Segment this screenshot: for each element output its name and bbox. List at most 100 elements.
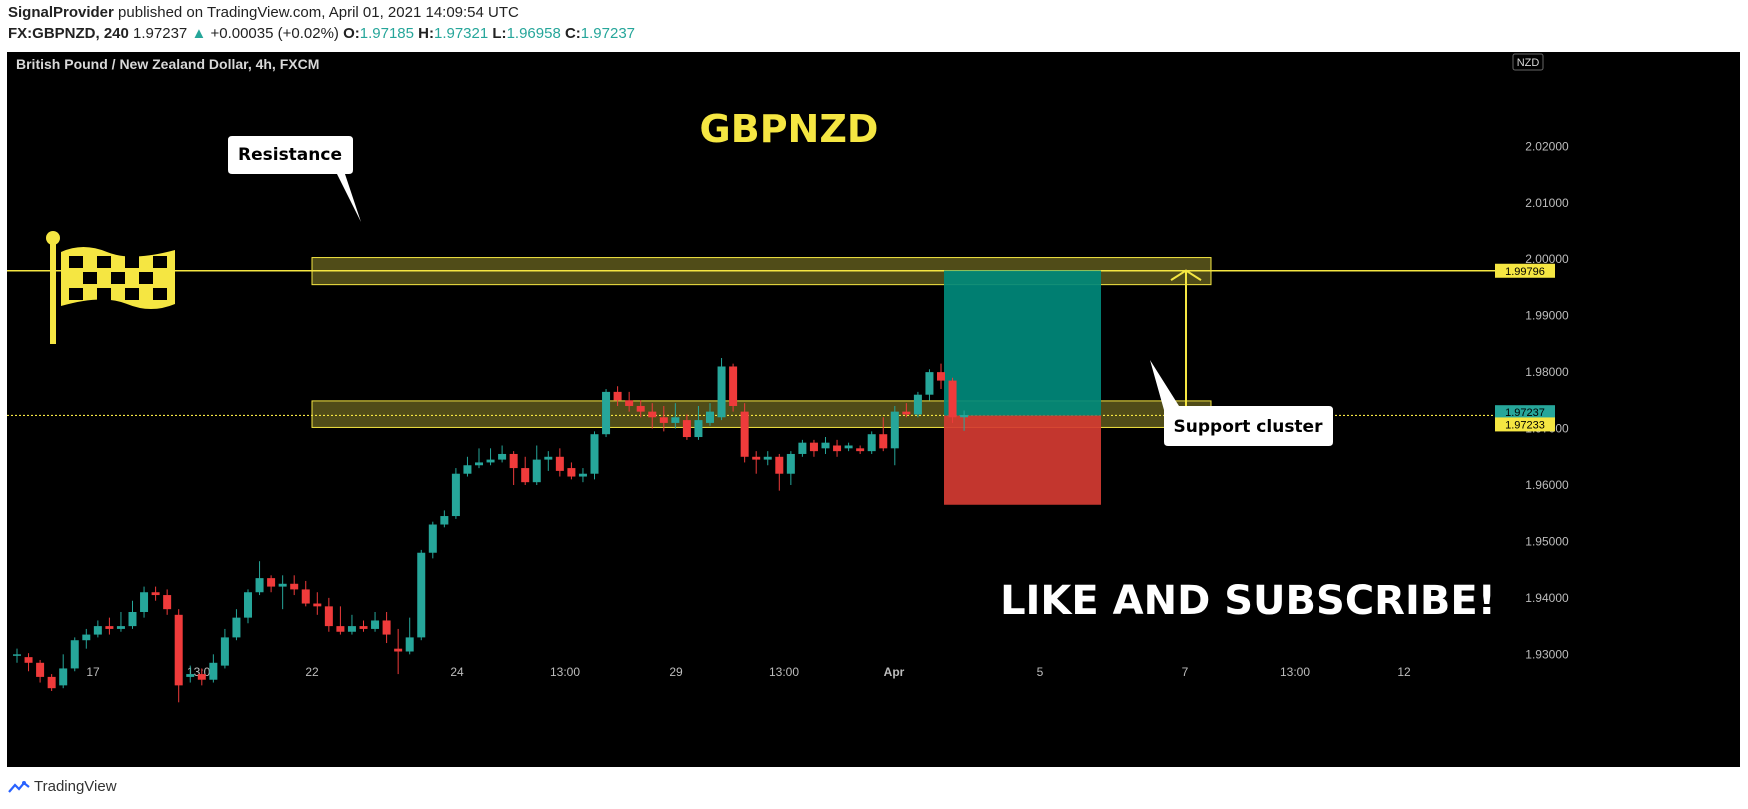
candle-body xyxy=(463,465,472,474)
candle-body xyxy=(359,626,368,629)
publish-info: SignalProvider published on TradingView.… xyxy=(8,4,519,21)
candle-body xyxy=(186,674,195,677)
candle-body xyxy=(960,415,969,418)
price-change: +0.00035 (+0.02%) xyxy=(210,25,339,42)
price-label: 1.99796 xyxy=(1505,266,1545,278)
symbol-label: FX:GBPNZD, 240 xyxy=(8,25,129,42)
candle-body xyxy=(290,583,299,590)
candle-body xyxy=(105,626,114,629)
candle-body xyxy=(382,620,391,635)
candle-body xyxy=(613,391,622,401)
open-label: O: xyxy=(343,25,360,42)
candle-body xyxy=(347,626,356,632)
candle-body xyxy=(116,626,125,629)
candle-body xyxy=(440,516,449,525)
chart-subtitle: British Pound / New Zealand Dollar, 4h, … xyxy=(16,56,319,72)
candle-body xyxy=(93,626,102,635)
x-tick-label: 22 xyxy=(305,665,319,679)
close-label: C: xyxy=(564,25,581,42)
x-tick-label: Apr xyxy=(884,665,905,679)
candle-body xyxy=(590,434,599,474)
candle-body xyxy=(752,456,761,460)
candle-body xyxy=(925,372,934,395)
candle-body xyxy=(856,448,865,452)
candle-body xyxy=(82,634,91,641)
candle-body xyxy=(729,366,738,406)
candle-body xyxy=(70,640,79,669)
price-label: 1.97233 xyxy=(1505,419,1545,431)
candle-body xyxy=(47,676,56,689)
candle-body xyxy=(13,654,21,656)
candle-body xyxy=(244,592,252,618)
close-value: 1.97237 xyxy=(580,25,636,42)
chart-panel[interactable]: British Pound / New Zealand Dollar, 4h, … xyxy=(7,52,1740,767)
price-chart[interactable]: British Pound / New Zealand Dollar, 4h, … xyxy=(7,52,1740,767)
candle-body xyxy=(648,411,657,418)
candle-body xyxy=(163,595,172,610)
candle-body xyxy=(809,442,818,452)
low-label: L: xyxy=(492,25,507,42)
candle-body xyxy=(821,442,830,449)
tradingview-brand[interactable]: TradingView xyxy=(34,778,117,795)
high-label: H: xyxy=(418,25,434,42)
candle-body xyxy=(59,668,68,686)
candle-body xyxy=(706,411,714,423)
candle-body xyxy=(197,674,206,680)
price-label-box xyxy=(1495,417,1555,432)
low-value: 1.96958 xyxy=(506,25,561,42)
resistance-callout-bg xyxy=(228,136,361,222)
candle-body xyxy=(521,468,530,483)
candle-body xyxy=(324,606,333,627)
candle-body xyxy=(763,456,772,460)
candle-body xyxy=(833,445,842,452)
candle-body xyxy=(278,583,287,587)
candle-body xyxy=(775,456,784,474)
support-callout: Support cluster xyxy=(1174,417,1324,437)
target-arrow-head xyxy=(1170,269,1202,281)
currency-badge: NZD xyxy=(1517,57,1540,69)
candle-body xyxy=(336,626,345,632)
candle-body xyxy=(267,578,276,587)
candle-body xyxy=(625,400,634,406)
resistance-callout: Resistance xyxy=(238,145,342,165)
candle-body xyxy=(659,417,668,423)
candle-body xyxy=(682,420,691,438)
candle-body xyxy=(555,456,564,471)
candle-body xyxy=(798,442,807,454)
candle-body xyxy=(902,411,911,415)
cta-text: LIKE AND SUBSCRIBE! xyxy=(1000,578,1496,624)
candle-body xyxy=(694,420,703,438)
candle-body xyxy=(937,372,945,381)
candle-body xyxy=(174,614,183,686)
support-callout-bg xyxy=(1150,360,1333,446)
candle-body xyxy=(879,434,888,449)
candle-body xyxy=(232,617,241,638)
candle-body xyxy=(313,603,322,607)
candle-body xyxy=(405,637,414,652)
candle-body xyxy=(890,411,899,449)
y-tick-label: 1.99000 xyxy=(1525,309,1569,323)
currency-badge-box xyxy=(1512,53,1544,71)
candle-body xyxy=(913,394,922,415)
x-tick-label: 7 xyxy=(1182,665,1189,679)
symbol-info: FX:GBPNZD, 240 1.97237 ▲ +0.00035 (+0.02… xyxy=(8,25,635,42)
x-tick-label: 17 xyxy=(86,665,100,679)
price-label-box xyxy=(1495,263,1555,278)
x-tick-label: 5 xyxy=(1037,665,1044,679)
target-zone xyxy=(944,270,1101,416)
candle-body xyxy=(128,611,137,627)
high-value: 1.97321 xyxy=(433,25,489,42)
publisher-name[interactable]: SignalProvider xyxy=(8,4,114,21)
last-price: 1.97237 xyxy=(133,25,188,42)
y-tick-label: 1.94000 xyxy=(1525,591,1569,605)
stop-zone xyxy=(944,415,1101,505)
published-text: published on TradingView.com, April 01, … xyxy=(118,4,519,21)
y-tick-label: 2.00000 xyxy=(1525,252,1569,266)
candle-body xyxy=(671,417,680,423)
price-label-box xyxy=(1495,405,1555,420)
candle-body xyxy=(567,468,576,477)
candle-body xyxy=(486,459,495,463)
tradingview-logo-icon xyxy=(8,780,30,793)
candle-body xyxy=(475,462,483,466)
candle-body xyxy=(371,620,380,629)
